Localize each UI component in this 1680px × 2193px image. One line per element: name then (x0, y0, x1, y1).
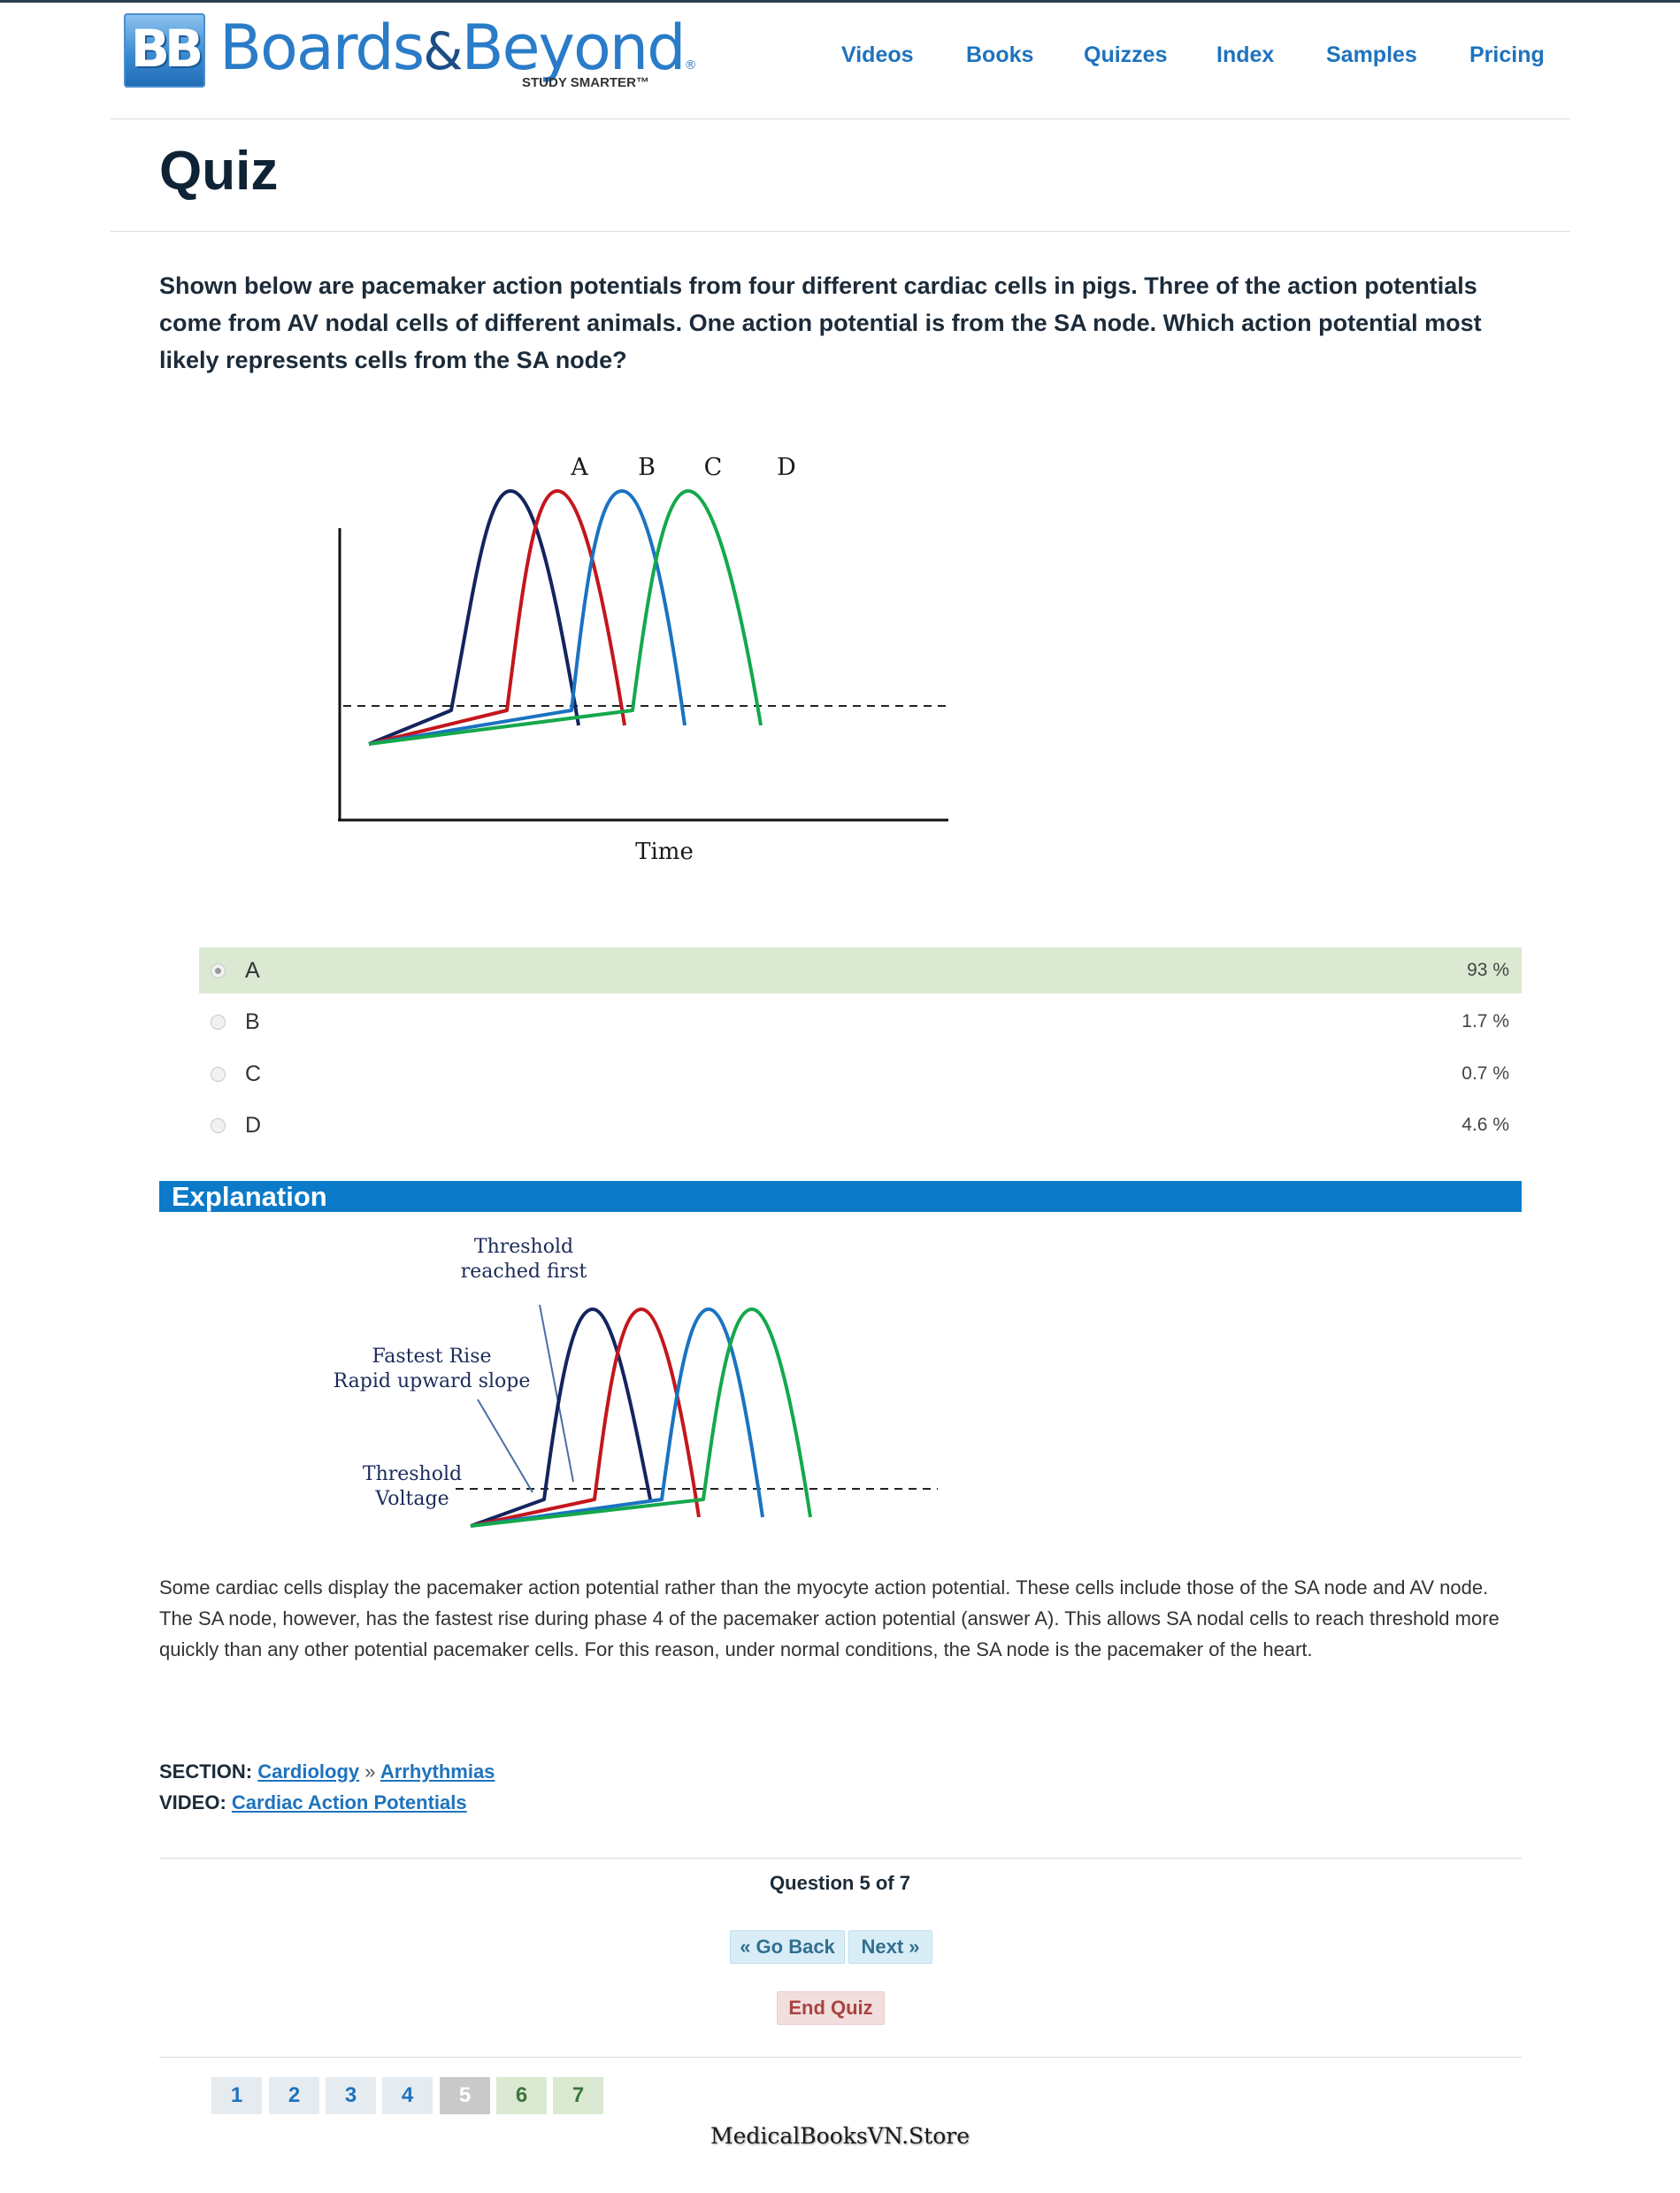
answer-option-c[interactable]: C 0.7 % (199, 1051, 1522, 1097)
answer-label: C (245, 1062, 262, 1086)
end-quiz-button[interactable]: End Quiz (777, 1991, 885, 2025)
question-text: Shown below are pacemaker action potenti… (159, 272, 1482, 373)
page-button-5[interactable]: 5 (440, 2077, 490, 2114)
nav-quizzes[interactable]: Quizzes (1084, 42, 1168, 67)
nav-pricing[interactable]: Pricing (1469, 42, 1545, 67)
radio-button[interactable] (211, 1118, 226, 1133)
answer-percent: 4.6 % (1461, 1115, 1509, 1135)
x-axis-label: Time (635, 839, 694, 865)
radio-button[interactable] (211, 1015, 226, 1030)
logo-mark-icon: BB (124, 13, 205, 88)
curve-label-d: D (777, 454, 796, 481)
answer-option-b[interactable]: B 1.7 % (199, 999, 1522, 1045)
page-button-1[interactable]: 1 (211, 2077, 262, 2114)
section-link-arrhythmias[interactable]: Arrhythmias (380, 1760, 495, 1783)
curve-label-c: C (704, 454, 723, 481)
fastest-rise-pointer (477, 1399, 533, 1493)
answer-option-a[interactable]: A 93 % (199, 947, 1522, 993)
nav-index[interactable]: Index (1216, 42, 1275, 67)
curve-label-a: A (570, 454, 588, 481)
answer-label: D (245, 1113, 262, 1138)
logo-wordmark: Boards&Beyond® (219, 12, 697, 84)
radio-button[interactable] (211, 963, 226, 978)
boards-and-beyond-logo[interactable]: BB Boards&Beyond® STUDY SMARTER™ (124, 12, 697, 96)
fastest-rise-note-1: Fastest Rise (372, 1346, 491, 1368)
nav-samples[interactable]: Samples (1326, 42, 1417, 67)
video-line: VIDEO: Cardiac Action Potentials (159, 1791, 467, 1814)
nav-books[interactable]: Books (966, 42, 1034, 67)
threshold-reached-note-1: Threshold (474, 1236, 573, 1258)
action-potential-figure: A B C D Time (338, 454, 948, 865)
nav-videos[interactable]: Videos (841, 42, 914, 67)
explanation-text: Some cardiac cells display the pacemaker… (159, 1576, 1500, 1660)
page-button-4[interactable]: 4 (382, 2077, 433, 2114)
divider (159, 2057, 1522, 2058)
page-button-3[interactable]: 3 (326, 2077, 376, 2114)
threshold-voltage-note-1: Threshold (363, 1463, 462, 1485)
page-button-6[interactable]: 6 (496, 2077, 547, 2114)
curve-a (470, 1307, 652, 1528)
go-back-button[interactable]: « Go Back (730, 1930, 845, 1964)
explanation-heading: Explanation (172, 1181, 327, 1212)
curve-a (368, 489, 580, 746)
question-counter: Question 5 of 7 (770, 1872, 910, 1894)
answer-percent: 1.7 % (1461, 1011, 1509, 1031)
explanation-header: Explanation (159, 1181, 1522, 1212)
top-border (0, 0, 1680, 3)
next-button[interactable]: Next » (848, 1930, 932, 1964)
curve-c (470, 1307, 764, 1528)
curve-d (470, 1307, 812, 1528)
video-link[interactable]: Cardiac Action Potentials (231, 1791, 467, 1813)
curve-d (368, 489, 763, 746)
answer-label: A (245, 958, 260, 983)
site-header: BB Boards&Beyond® STUDY SMARTER™ Videos … (111, 9, 1570, 119)
fastest-rise-note-2: Rapid upward slope (334, 1370, 531, 1392)
threshold-reached-note-2: reached first (461, 1261, 587, 1283)
radio-button[interactable] (211, 1067, 226, 1082)
threshold-voltage-note-2: Voltage (374, 1488, 449, 1510)
page-button-2[interactable]: 2 (269, 2077, 319, 2114)
video-label: VIDEO: (159, 1791, 226, 1813)
curve-b (368, 489, 626, 746)
page-title: Quiz (159, 141, 279, 202)
page-button-7[interactable]: 7 (553, 2077, 603, 2114)
curve-label-b: B (638, 454, 656, 481)
section-line: SECTION: Cardiology » Arrhythmias (159, 1760, 495, 1783)
explanation-figure: Threshold reached first Fastest Rise Rap… (334, 1236, 938, 1528)
answer-percent: 0.7 % (1461, 1063, 1509, 1084)
answer-percent: 93 % (1467, 960, 1509, 980)
answer-option-d[interactable]: D 4.6 % (199, 1102, 1522, 1148)
curve-c (368, 489, 687, 746)
title-divider (111, 231, 1570, 232)
logo-tagline: STUDY SMARTER™ (522, 75, 649, 90)
answer-label: B (245, 1009, 260, 1034)
curve-b (470, 1307, 701, 1528)
section-link-cardiology[interactable]: Cardiology (257, 1760, 360, 1783)
watermark: MedicalBooksVN.Store (710, 2123, 970, 2149)
section-label: SECTION: (159, 1760, 253, 1783)
breadcrumb-separator: » (364, 1760, 376, 1783)
threshold-reached-pointer (539, 1304, 574, 1483)
divider (159, 1858, 1522, 1859)
